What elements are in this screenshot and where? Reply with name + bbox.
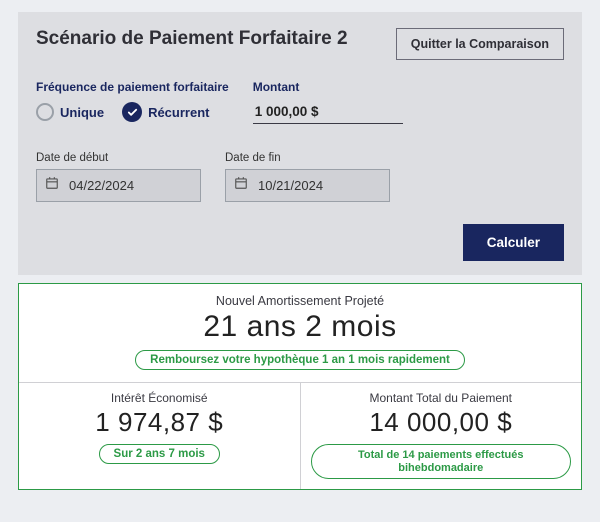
radio-unchecked-icon — [36, 103, 54, 121]
frequency-group: Fréquence de paiement forfaitaire Unique… — [36, 80, 229, 124]
calendar-icon — [45, 176, 59, 195]
date-start-label: Date de début — [36, 152, 201, 164]
calendar-icon — [234, 176, 248, 195]
projection-label: Nouvel Amortissement Projeté — [31, 294, 569, 308]
interest-label: Intérêt Économisé — [29, 391, 290, 405]
scenario-panel: Scénario de Paiement Forfaitaire 2 Quitt… — [18, 12, 582, 275]
results-two-col: Intérêt Économisé 1 974,87 $ Sur 2 ans 7… — [19, 383, 581, 489]
frequency-options: Unique Récurrent — [36, 102, 229, 122]
date-start-group: Date de début 04/22/2024 — [36, 152, 201, 202]
date-end-input[interactable]: 10/21/2024 — [225, 169, 390, 202]
date-row: Date de début 04/22/2024 Date de fin 10/… — [36, 152, 564, 202]
total-value: 14 000,00 $ — [311, 407, 572, 438]
calculate-button[interactable]: Calculer — [463, 224, 564, 261]
date-start-input[interactable]: 04/22/2024 — [36, 169, 201, 202]
date-start-value: 04/22/2024 — [69, 178, 134, 193]
amount-input[interactable] — [253, 100, 403, 124]
radio-recurrent[interactable]: Récurrent — [122, 102, 209, 122]
quit-comparison-button[interactable]: Quitter la Comparaison — [396, 28, 564, 60]
date-end-label: Date de fin — [225, 152, 390, 164]
interest-value: 1 974,87 $ — [29, 407, 290, 438]
radio-unique-label: Unique — [60, 105, 104, 120]
projection-block: Nouvel Amortissement Projeté 21 ans 2 mo… — [19, 284, 581, 383]
total-pill: Total de 14 paiements effectués bihebdom… — [311, 444, 572, 479]
radio-recurrent-label: Récurrent — [148, 105, 209, 120]
frequency-amount-row: Fréquence de paiement forfaitaire Unique… — [36, 80, 564, 124]
radio-checked-icon — [122, 102, 142, 122]
results-panel: Nouvel Amortissement Projeté 21 ans 2 mo… — [18, 283, 582, 490]
date-end-group: Date de fin 10/21/2024 — [225, 152, 390, 202]
radio-unique[interactable]: Unique — [36, 103, 104, 121]
total-label: Montant Total du Paiement — [311, 391, 572, 405]
interest-saved-block: Intérêt Économisé 1 974,87 $ Sur 2 ans 7… — [19, 383, 300, 489]
frequency-label: Fréquence de paiement forfaitaire — [36, 80, 229, 94]
projection-pill: Remboursez votre hypothèque 1 an 1 mois … — [135, 350, 465, 370]
interest-pill: Sur 2 ans 7 mois — [99, 444, 220, 464]
date-end-value: 10/21/2024 — [258, 178, 323, 193]
calculate-row: Calculer — [36, 224, 564, 261]
amount-group: Montant — [253, 80, 403, 124]
panel-title: Scénario de Paiement Forfaitaire 2 — [36, 28, 348, 50]
amount-label: Montant — [253, 80, 403, 94]
panel-header: Scénario de Paiement Forfaitaire 2 Quitt… — [36, 28, 564, 60]
projection-value: 21 ans 2 mois — [31, 310, 569, 344]
total-payment-block: Montant Total du Paiement 14 000,00 $ To… — [300, 383, 582, 489]
